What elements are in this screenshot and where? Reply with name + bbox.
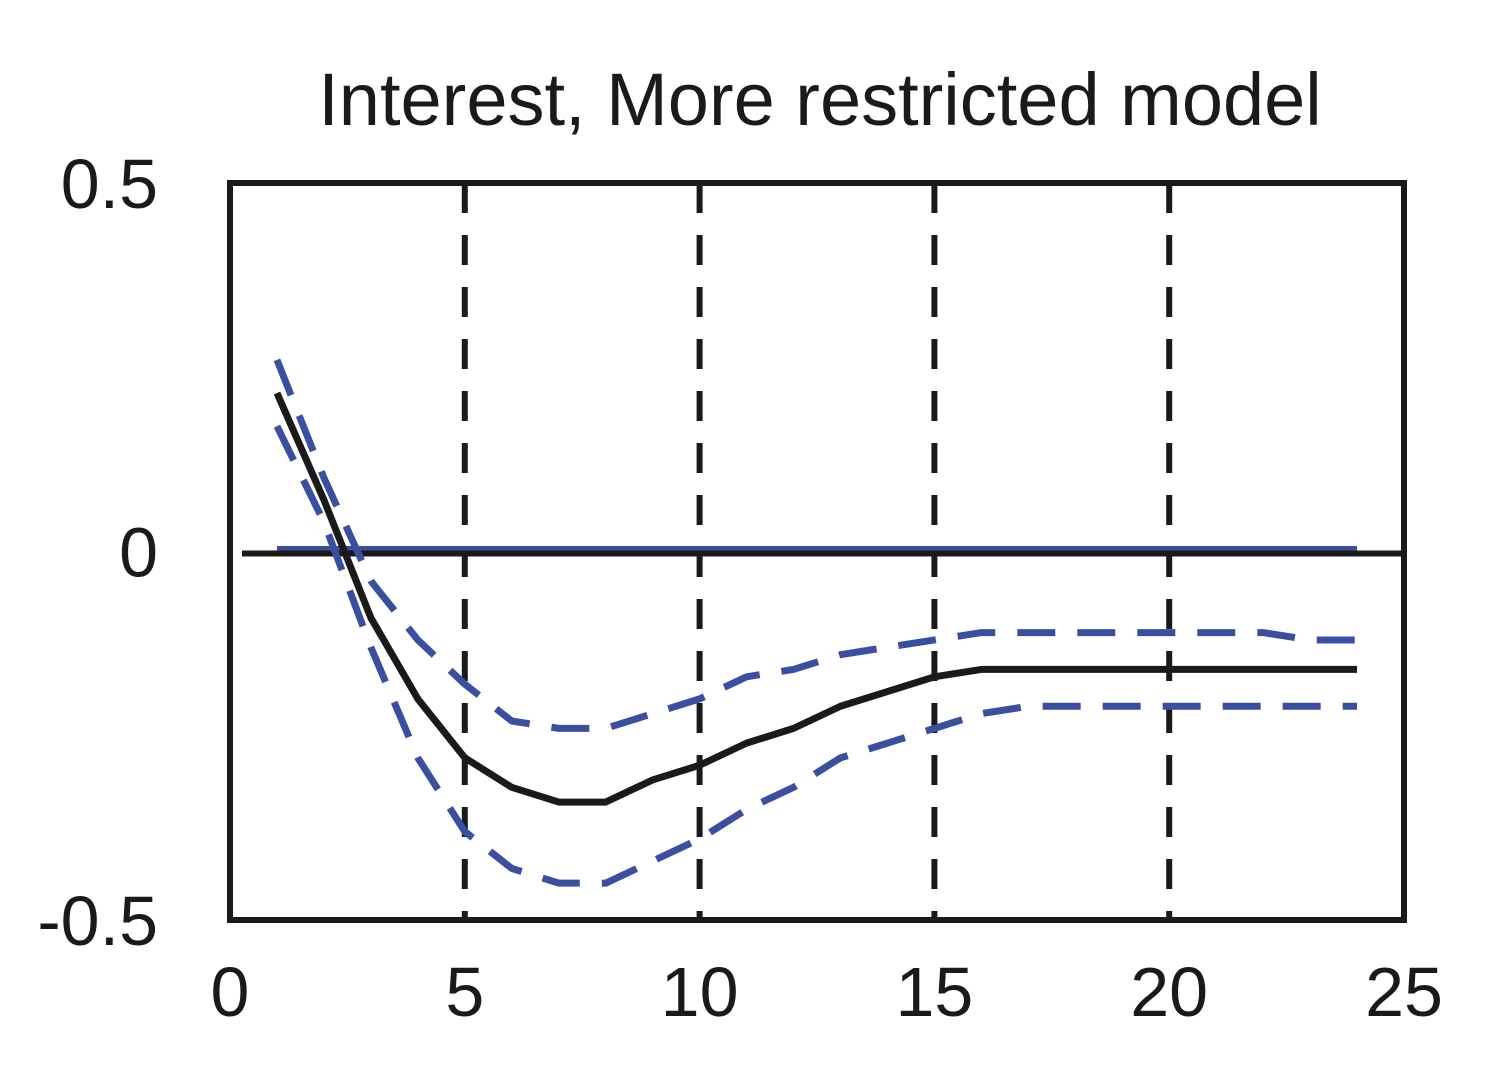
y-tick-label-0: 0 [119, 514, 158, 592]
x-tick-label-15: 15 [895, 953, 973, 1031]
chart-title: Interest, More restricted model [318, 58, 1321, 141]
x-tick-label-25: 25 [1365, 953, 1443, 1031]
x-tick-labels: 0 5 10 15 20 25 [211, 953, 1443, 1031]
upper-confidence-band-line [273, 358, 1358, 732]
plot-area-frame [227, 180, 1407, 923]
zero-lines [242, 546, 1404, 557]
x-tick-label-10: 10 [661, 953, 739, 1031]
y-tick-labels: 0.5 0 -0.5 [37, 145, 158, 960]
series-lines [273, 358, 1358, 887]
y-tick-label-0.5: 0.5 [61, 145, 158, 223]
x-tick-label-20: 20 [1130, 953, 1208, 1031]
x-tick-label-0: 0 [211, 953, 250, 1031]
x-tick-label-5: 5 [445, 953, 484, 1031]
y-tick-label--0.5: -0.5 [37, 882, 158, 960]
lower-confidence-band-line [273, 424, 1358, 887]
impulse-response-line [273, 391, 1358, 806]
